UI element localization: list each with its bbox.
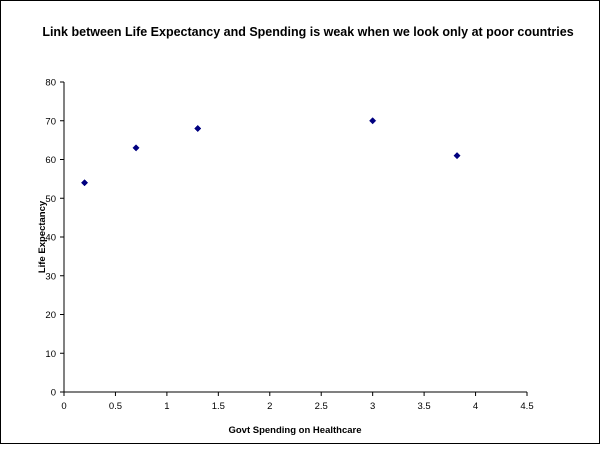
- data-point: [453, 152, 461, 160]
- y-tick-label: 60: [45, 155, 56, 166]
- x-tick-label: 4.5: [520, 401, 533, 412]
- x-tick-label: 1.5: [212, 401, 225, 412]
- x-tick-label: 3.5: [418, 401, 431, 412]
- x-tick-label: 1: [164, 401, 169, 412]
- x-tick-label: 2: [267, 401, 272, 412]
- y-tick-label: 30: [45, 271, 56, 282]
- data-point: [369, 117, 377, 125]
- data-point: [132, 144, 140, 152]
- y-tick-label: 50: [45, 194, 56, 205]
- y-tick-label: 0: [51, 388, 56, 399]
- y-tick-label: 80: [45, 78, 56, 89]
- x-axis-title: Govt Spending on Healthcare: [228, 425, 361, 436]
- chart-title: Link between Life Expectancy and Spendin…: [42, 25, 573, 39]
- y-tick-label: 40: [45, 233, 56, 244]
- y-axis-ticks: 0 10 20 30 40 50 60 70 80: [45, 78, 64, 399]
- x-tick-label: 0.5: [109, 401, 122, 412]
- y-tick-label: 10: [45, 349, 56, 360]
- data-point: [194, 124, 202, 133]
- y-axis-title: Life Expectancy: [37, 200, 48, 273]
- x-tick-label: 0: [61, 401, 66, 412]
- data-point: [81, 179, 89, 187]
- x-tick-label: 3: [370, 401, 375, 412]
- y-tick-label: 20: [45, 310, 56, 321]
- x-tick-label: 2.5: [315, 401, 328, 412]
- y-tick-label: 70: [45, 116, 56, 127]
- data-series: [81, 117, 461, 187]
- x-axis-ticks: 0 0.5 1 1.5 2 2.5 3 3.5 4 4.5: [61, 392, 534, 412]
- x-tick-label: 4: [473, 401, 478, 412]
